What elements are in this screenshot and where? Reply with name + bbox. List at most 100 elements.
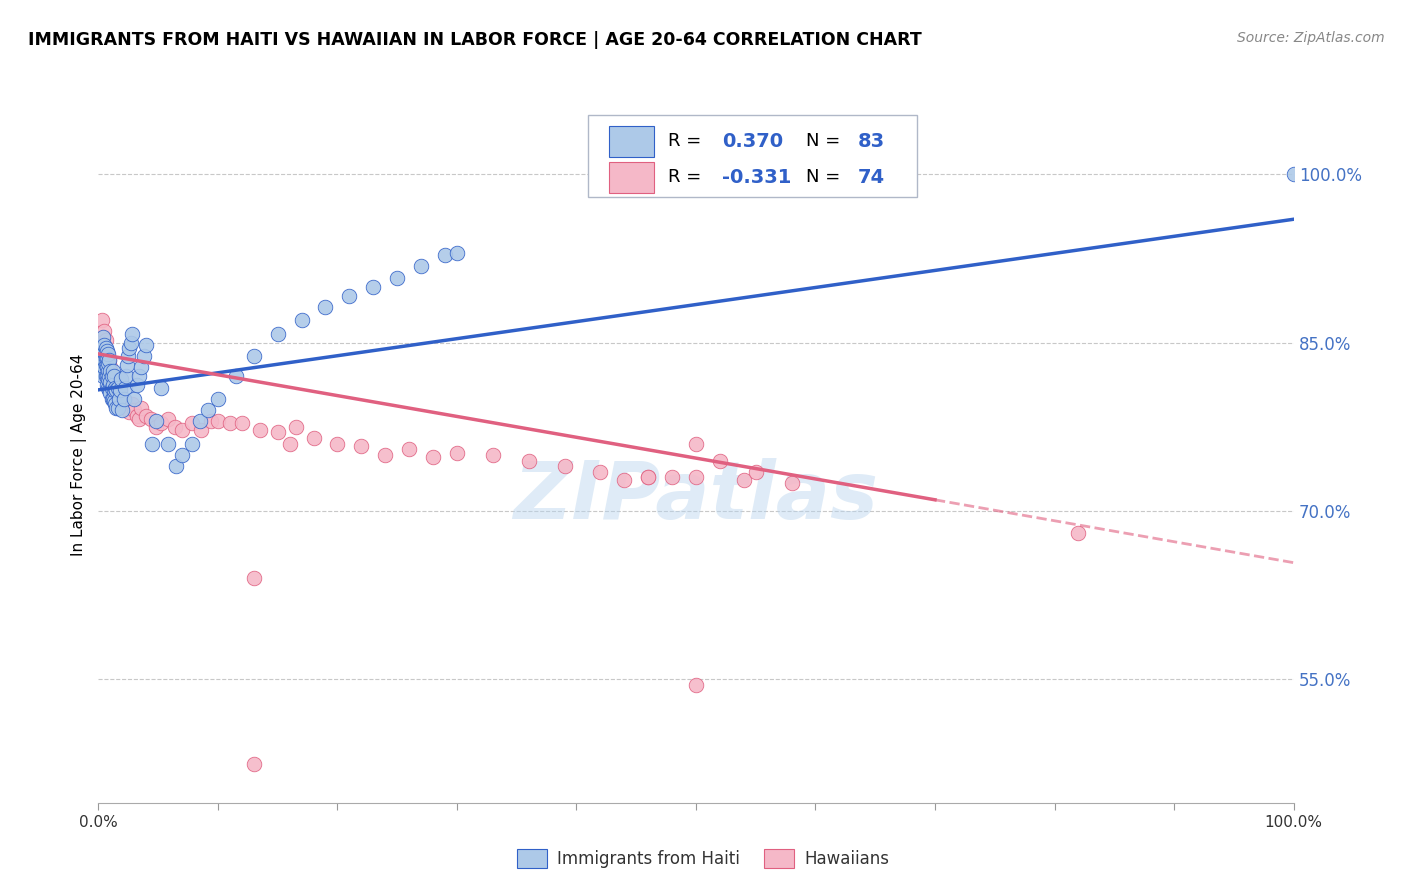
Point — [94, 369, 117, 384]
Point — [96, 344, 118, 359]
Point — [91, 313, 114, 327]
Point — [98, 375, 122, 389]
Point — [141, 436, 163, 450]
Point — [124, 392, 146, 406]
Point — [96, 360, 118, 375]
Point — [135, 338, 157, 352]
Point — [249, 423, 271, 437]
Point — [94, 349, 117, 363]
Point — [103, 383, 125, 397]
Point — [98, 352, 121, 367]
Point — [243, 349, 266, 363]
Point — [97, 381, 120, 395]
Point — [398, 442, 420, 457]
Point — [267, 326, 290, 341]
Point — [100, 369, 122, 384]
Text: 83: 83 — [858, 132, 884, 151]
Point — [103, 394, 125, 409]
Point — [180, 436, 202, 450]
Point — [302, 431, 325, 445]
Point — [97, 364, 120, 378]
Point — [339, 288, 360, 302]
Point — [94, 358, 117, 372]
Point — [115, 401, 138, 415]
Point — [115, 358, 138, 372]
Point — [101, 392, 124, 406]
Point — [118, 405, 141, 419]
Point — [131, 360, 153, 375]
Point — [121, 326, 143, 341]
Point — [1282, 167, 1305, 181]
Point — [108, 383, 131, 397]
Point — [180, 417, 202, 431]
Text: ZIPatlas: ZIPatlas — [513, 458, 879, 536]
Point — [101, 375, 124, 389]
Point — [93, 360, 115, 375]
Point — [114, 381, 136, 395]
Point — [685, 436, 707, 450]
Point — [101, 383, 124, 397]
Point — [149, 381, 172, 395]
Point — [104, 383, 127, 397]
Point — [97, 356, 120, 370]
Point — [93, 344, 115, 359]
Point — [96, 378, 118, 392]
Point — [94, 351, 117, 366]
Text: N =: N = — [806, 169, 846, 186]
Point — [200, 414, 222, 428]
Point — [98, 369, 121, 384]
Point — [315, 300, 337, 314]
Point — [554, 459, 576, 474]
Point — [165, 459, 187, 474]
Point — [91, 330, 114, 344]
Point — [145, 420, 167, 434]
Point — [446, 246, 468, 260]
Point — [100, 369, 122, 384]
FancyBboxPatch shape — [609, 126, 654, 157]
Point — [385, 270, 409, 285]
Point — [374, 448, 396, 462]
Point — [98, 352, 121, 367]
Point — [243, 571, 266, 585]
Point — [733, 473, 755, 487]
Point — [91, 369, 114, 384]
Text: IMMIGRANTS FROM HAITI VS HAWAIIAN IN LABOR FORCE | AGE 20-64 CORRELATION CHART: IMMIGRANTS FROM HAITI VS HAWAIIAN IN LAB… — [28, 31, 922, 49]
Point — [97, 360, 120, 375]
Point — [115, 369, 138, 384]
Point — [637, 470, 659, 484]
Point — [219, 417, 242, 431]
Point — [156, 412, 179, 426]
Point — [98, 375, 122, 389]
Legend: Immigrants from Haiti, Hawaiians: Immigrants from Haiti, Hawaiians — [510, 842, 896, 875]
Point — [446, 445, 468, 459]
Point — [225, 369, 247, 384]
Point — [97, 371, 120, 385]
Point — [100, 392, 122, 406]
Point — [96, 343, 118, 358]
Point — [613, 473, 636, 487]
Point — [93, 352, 115, 367]
Point — [91, 347, 114, 361]
Text: R =: R = — [668, 132, 707, 151]
Point — [124, 403, 146, 417]
Point — [98, 386, 122, 401]
Point — [145, 414, 167, 428]
Text: -0.331: -0.331 — [723, 168, 792, 187]
Point — [284, 420, 307, 434]
Point — [685, 678, 707, 692]
Point — [103, 369, 125, 384]
Point — [267, 425, 290, 440]
Point — [94, 341, 117, 355]
Point — [98, 369, 122, 384]
Point — [111, 392, 134, 406]
Point — [101, 378, 124, 392]
Point — [108, 383, 131, 397]
Point — [96, 352, 118, 367]
Point — [363, 279, 385, 293]
Point — [91, 330, 114, 344]
Point — [104, 397, 127, 411]
Point — [107, 381, 129, 395]
Text: 0.370: 0.370 — [723, 132, 783, 151]
Point — [661, 470, 683, 484]
Point — [190, 423, 212, 437]
